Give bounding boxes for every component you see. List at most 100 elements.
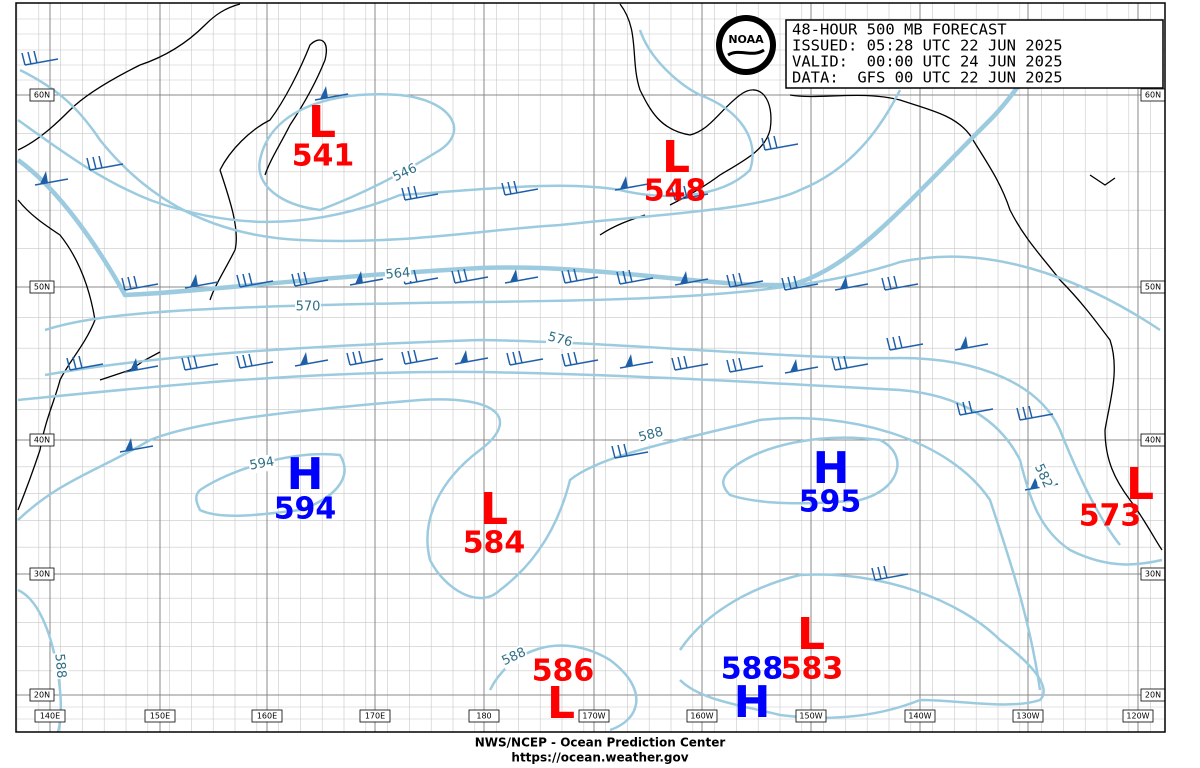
barb-feathers — [506, 350, 523, 366]
lon-label: 150E — [150, 712, 170, 721]
center-value: 541 — [292, 139, 355, 174]
barb-feathers — [561, 351, 578, 367]
wind-barb — [451, 268, 489, 284]
center-value: 583 — [781, 652, 844, 687]
wind-barb — [784, 359, 819, 374]
wind-barb — [1016, 405, 1054, 421]
contour — [722, 436, 899, 505]
wind-barb — [501, 180, 539, 196]
wind-barb — [291, 271, 329, 287]
barb-feathers — [1016, 405, 1033, 421]
lat-label: 20N — [34, 691, 50, 700]
barb-flag — [125, 438, 133, 451]
barb-feathers — [66, 355, 83, 371]
logo-bird — [727, 48, 765, 57]
barb-feathers — [671, 185, 688, 201]
barb-feathers — [781, 275, 798, 291]
barb-flag — [190, 274, 198, 287]
wind-barb — [671, 355, 709, 371]
wind-barb — [674, 271, 709, 286]
header-valid: VALID: 00:00 UTC 24 JUN 2025 — [792, 53, 1063, 71]
coastlines — [17, 3, 1163, 551]
lon-label: 160W — [690, 712, 713, 721]
lon-label-box — [904, 709, 936, 723]
lat-label: 40N — [1145, 436, 1161, 445]
barb-flag — [510, 269, 518, 282]
lat-label-box — [29, 433, 55, 447]
wind-barb — [726, 357, 764, 373]
barb-shaft — [674, 278, 709, 286]
contour — [17, 370, 1163, 566]
lon-label-box — [34, 709, 66, 723]
lat-label-box — [29, 88, 55, 102]
barb-flag — [355, 271, 363, 284]
wind-barb — [619, 354, 654, 369]
wind-barb — [236, 353, 274, 369]
barb-feathers — [886, 335, 903, 351]
lon-label-box — [686, 709, 718, 723]
center-symbol: L — [662, 132, 690, 183]
barb-flag — [840, 276, 848, 289]
contour — [44, 338, 1121, 546]
barb-shaft — [314, 93, 349, 101]
contour-label-bg — [50, 652, 70, 680]
center-symbol: L — [547, 678, 575, 729]
wind-barb — [871, 565, 909, 581]
contour-label: 588 — [637, 425, 665, 446]
wind-barb — [614, 176, 649, 191]
wind-barb — [761, 135, 799, 151]
barb-feathers — [86, 155, 103, 171]
wind-barb — [781, 275, 819, 291]
center-symbol: H — [734, 677, 771, 728]
contour — [17, 29, 754, 224]
lon-label-box — [578, 709, 610, 723]
barb-feathers — [726, 357, 743, 373]
barb-shaft — [834, 283, 869, 291]
coastline — [17, 199, 96, 511]
footer-url: https://ocean.weather.gov — [511, 751, 688, 765]
barb-feathers — [831, 355, 848, 371]
lat-label-box — [29, 280, 55, 294]
lon-label: 170E — [365, 712, 385, 721]
center-value: 584 — [463, 526, 526, 561]
barb-flag — [320, 86, 328, 99]
barb-shaft — [184, 281, 219, 289]
contour-label: 588 — [51, 653, 68, 679]
contour — [258, 93, 456, 212]
coastline — [1089, 174, 1116, 186]
barb-feathers — [121, 275, 138, 291]
barb-flag — [620, 176, 628, 189]
barb-shaft — [614, 183, 649, 191]
wind-barb — [294, 352, 329, 367]
contour-label: 594 — [248, 454, 275, 473]
center-value: 594 — [274, 492, 337, 527]
lat-label: 30N — [34, 570, 50, 579]
wind-barb — [236, 272, 274, 288]
contour-label-bg — [384, 264, 412, 284]
barb-flag — [300, 352, 308, 365]
center-symbol: L — [1126, 459, 1154, 510]
wind-barb — [881, 275, 919, 291]
wind-barb — [401, 349, 439, 365]
contour — [678, 573, 1045, 720]
lon-label: 170W — [582, 712, 605, 721]
wind-barb — [831, 355, 869, 371]
barb-feathers — [291, 271, 308, 287]
barb-shaft — [784, 366, 819, 374]
center-value: 586 — [532, 654, 595, 689]
wind-barb — [506, 350, 544, 366]
barb-feathers — [881, 275, 898, 291]
center-symbol: H — [287, 449, 324, 500]
wind-barb — [86, 155, 124, 171]
lat-label: 60N — [34, 91, 50, 100]
wind-barb — [401, 185, 439, 201]
wind-barb — [611, 443, 649, 459]
lat-label-box — [29, 567, 55, 581]
wind-barb — [616, 269, 654, 285]
barb-feathers — [501, 180, 518, 196]
barb-shaft — [34, 178, 69, 186]
coastline — [99, 351, 161, 381]
contour-label: 570 — [296, 300, 321, 315]
lon-label-box — [468, 709, 500, 723]
barb-feathers — [236, 353, 253, 369]
